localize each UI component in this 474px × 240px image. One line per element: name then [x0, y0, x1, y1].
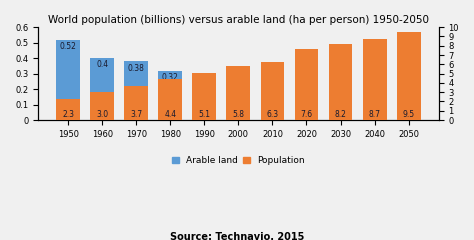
Bar — [363, 39, 386, 120]
Bar — [158, 71, 182, 120]
Text: 6.3: 6.3 — [266, 110, 279, 119]
Bar — [90, 92, 114, 120]
Text: 0.52: 0.52 — [60, 42, 76, 51]
Text: 2.3: 2.3 — [62, 110, 74, 119]
Legend: Arable land, Population: Arable land, Population — [168, 152, 309, 169]
Bar — [328, 88, 353, 120]
Bar — [124, 86, 148, 120]
Bar — [294, 88, 319, 120]
Text: 3.0: 3.0 — [96, 110, 108, 119]
Text: Source: Technavio, 2015: Source: Technavio, 2015 — [170, 232, 304, 240]
Text: 0.22: 0.22 — [264, 88, 281, 97]
Bar — [261, 86, 284, 120]
Bar — [397, 89, 420, 120]
Bar — [192, 75, 216, 120]
Bar — [227, 81, 250, 120]
Bar — [227, 66, 250, 120]
Text: 5.8: 5.8 — [232, 110, 245, 119]
Bar — [56, 99, 80, 120]
Bar — [328, 44, 353, 120]
Bar — [294, 49, 319, 120]
Text: 9.5: 9.5 — [402, 110, 415, 119]
Text: 3.7: 3.7 — [130, 110, 142, 119]
Text: 5.1: 5.1 — [198, 110, 210, 119]
Text: 0.2: 0.2 — [402, 91, 415, 100]
Bar — [261, 61, 284, 120]
Text: 4.4: 4.4 — [164, 110, 176, 119]
Text: 0.29: 0.29 — [196, 78, 213, 86]
Bar — [158, 79, 182, 120]
Bar — [56, 40, 80, 120]
Text: 0.4: 0.4 — [96, 60, 108, 69]
Bar — [363, 89, 386, 120]
Text: 0.25: 0.25 — [230, 84, 247, 93]
Text: 0.21: 0.21 — [298, 90, 315, 99]
Text: 0.2: 0.2 — [369, 91, 381, 100]
Bar — [192, 73, 216, 120]
Text: 7.6: 7.6 — [301, 110, 312, 119]
Text: 8.7: 8.7 — [369, 110, 381, 119]
Text: 0.21: 0.21 — [332, 90, 349, 99]
Bar — [397, 32, 420, 120]
Text: 8.2: 8.2 — [335, 110, 346, 119]
Text: 0.32: 0.32 — [162, 73, 179, 82]
Bar — [90, 58, 114, 120]
Bar — [124, 61, 148, 120]
Text: 0.38: 0.38 — [128, 64, 145, 72]
Title: World population (billions) versus arable land (ha per person) 1950-2050: World population (billions) versus arabl… — [48, 15, 429, 25]
